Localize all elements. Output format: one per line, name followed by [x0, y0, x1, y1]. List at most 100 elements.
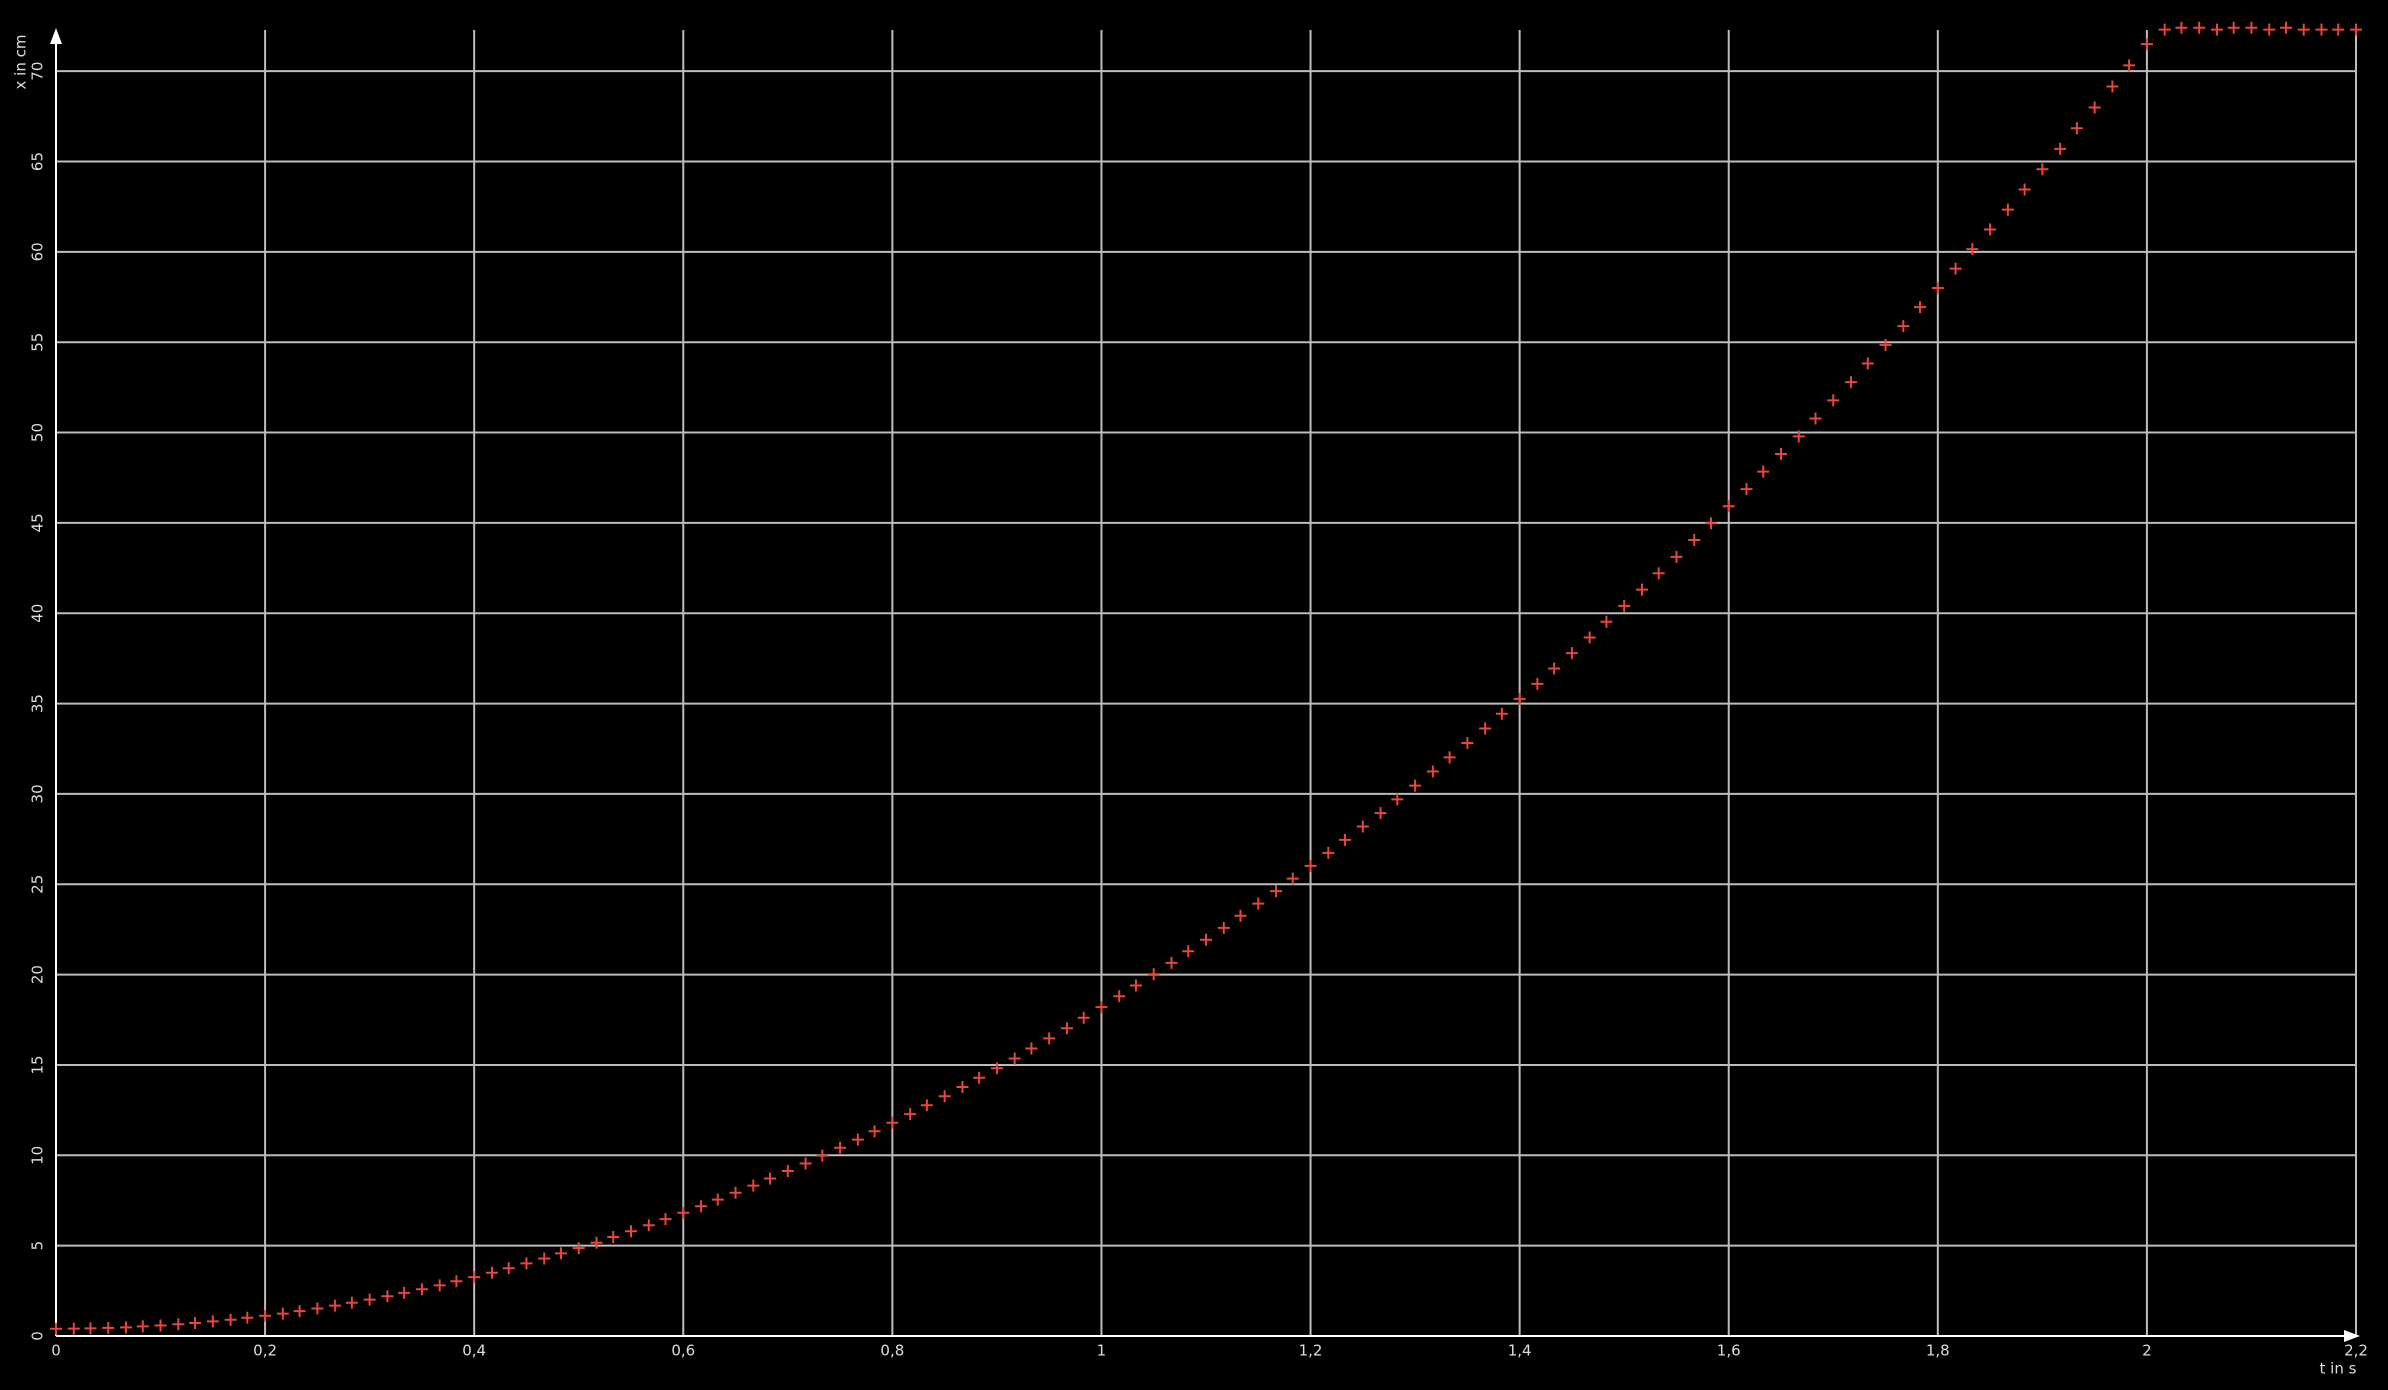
x-tick-label: 1,6: [1717, 1342, 1741, 1360]
point: [2297, 23, 2310, 36]
point: [450, 1275, 463, 1288]
point: [2332, 23, 2345, 36]
point: [1931, 282, 1944, 294]
point: [433, 1279, 446, 1292]
point: [311, 1302, 324, 1315]
point: [816, 1149, 829, 1162]
y-tick-label: 35: [29, 694, 47, 713]
point: [1252, 897, 1265, 910]
point: [1043, 1032, 1056, 1045]
point: [102, 1321, 115, 1334]
y-tick-label: 5: [29, 1241, 47, 1251]
point: [711, 1193, 724, 1206]
point: [67, 1322, 80, 1335]
point: [2245, 21, 2258, 34]
point: [607, 1230, 620, 1243]
point: [154, 1319, 167, 1332]
x-axis-label: t in s: [2320, 1360, 2357, 1378]
point: [1513, 692, 1526, 705]
point: [973, 1071, 986, 1084]
y-tick-label: 45: [29, 513, 47, 532]
point: [1060, 1022, 1073, 1035]
point: [1652, 567, 1665, 580]
point: [1356, 820, 1369, 833]
point: [2140, 38, 2153, 51]
point: [834, 1141, 847, 1154]
x-axis-arrow: [2344, 1330, 2360, 1342]
point: [224, 1313, 237, 1326]
point: [1182, 945, 1195, 958]
point: [1129, 979, 1142, 992]
point: [2036, 163, 2049, 176]
point: [1374, 807, 1387, 820]
y-tick-label: 50: [29, 423, 47, 442]
point: [1792, 430, 1805, 443]
y-tick-label: 20: [29, 965, 47, 984]
point: [136, 1320, 149, 1333]
point: [50, 1322, 62, 1335]
y-tick-label: 70: [29, 62, 47, 81]
point: [172, 1318, 185, 1331]
point: [1391, 793, 1404, 806]
point: [538, 1252, 551, 1265]
point: [1984, 223, 1997, 236]
point: [84, 1322, 97, 1335]
point: [1635, 583, 1648, 596]
point: [1861, 357, 1874, 370]
point: [1688, 534, 1701, 547]
point: [625, 1225, 637, 1238]
point: [695, 1200, 708, 1213]
point: [329, 1299, 342, 1312]
point: [990, 1062, 1003, 1075]
x-tick-label: 0,2: [253, 1342, 277, 1360]
point: [851, 1133, 864, 1146]
point: [1113, 990, 1126, 1003]
x-tick-label: 0,6: [671, 1342, 695, 1360]
point: [2227, 21, 2240, 34]
point: [1757, 465, 1770, 478]
x-tick-label: 1: [1097, 1342, 1107, 1360]
point: [2106, 80, 2119, 93]
point: [2263, 23, 2276, 36]
point: [241, 1311, 254, 1324]
x-tick-label: 1,8: [1926, 1342, 1950, 1360]
point: [2018, 183, 2031, 196]
y-axis-label: x in cm: [12, 35, 30, 90]
point: [904, 1108, 917, 1121]
points: [50, 21, 2362, 1335]
y-tick-label: 30: [29, 784, 47, 803]
point: [2088, 101, 2101, 114]
point: [729, 1186, 742, 1199]
point: [2315, 23, 2328, 36]
x-tick-label: 0,4: [462, 1342, 486, 1360]
point: [1339, 833, 1352, 846]
point: [677, 1206, 690, 1219]
point: [747, 1179, 760, 1192]
point: [1809, 412, 1822, 425]
point: [485, 1266, 498, 1279]
point: [1879, 338, 1892, 351]
point: [1025, 1042, 1038, 1055]
point: [1008, 1052, 1021, 1065]
point: [1077, 1011, 1090, 1024]
point: [642, 1219, 655, 1232]
point: [1270, 885, 1283, 898]
point: [259, 1309, 272, 1322]
point: [1670, 550, 1683, 563]
y-tick-label: 15: [29, 1055, 47, 1074]
point: [1409, 779, 1422, 792]
point: [799, 1157, 812, 1170]
point: [1845, 376, 1858, 389]
point: [886, 1116, 899, 1129]
point: [363, 1293, 376, 1306]
point: [938, 1090, 951, 1103]
point: [1479, 722, 1492, 735]
point: [2123, 59, 2136, 72]
point: [1722, 500, 1735, 513]
y-tick-label: 55: [29, 333, 47, 352]
point: [1740, 483, 1753, 496]
point: [554, 1247, 567, 1260]
point: [590, 1236, 603, 1249]
x-tick-label: 0: [51, 1342, 61, 1360]
x-tick-label: 0,8: [880, 1342, 904, 1360]
